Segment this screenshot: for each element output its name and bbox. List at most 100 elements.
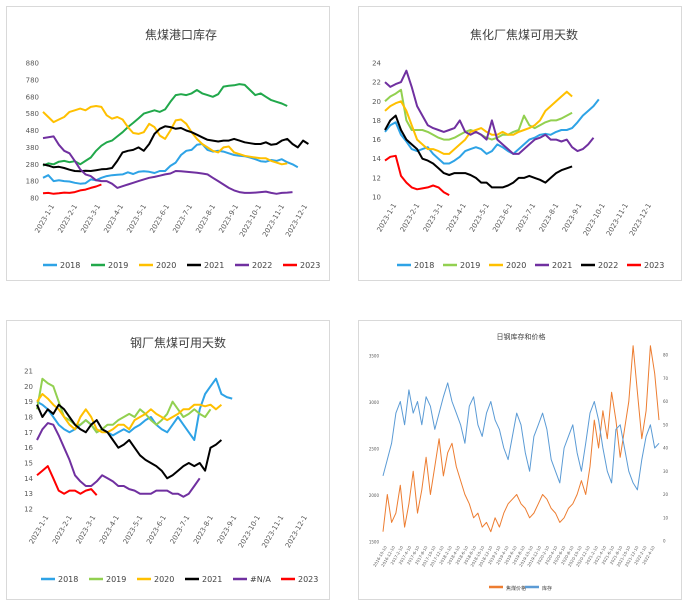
- x-tick-label: 2023-5-1: [125, 203, 148, 235]
- x-tick-label: 2023-8-1: [538, 202, 561, 234]
- x-tick-label: 2023-6-1: [148, 203, 171, 235]
- legend-label: 2022: [252, 261, 272, 270]
- x-tick-label: 2023-5-1: [122, 514, 145, 546]
- series-line-2019: [42, 83, 288, 167]
- y-tick-label: 10: [372, 194, 381, 202]
- legend-label: 2018: [60, 261, 80, 270]
- legend-label: 2021: [202, 575, 222, 584]
- x-tick-label: 2023-12-1: [284, 514, 309, 549]
- series-line-2022: [42, 135, 293, 195]
- x-tick-label: 2023-11-1: [605, 202, 630, 237]
- x-tick-label: 2023-2-1: [51, 514, 74, 546]
- x-tick-label: 2023-3-1: [75, 514, 98, 546]
- y-tick-label: 14: [372, 155, 381, 163]
- x-tick-label: 2023-11-1: [260, 514, 285, 549]
- chart-title: 日钢库存和价格: [497, 332, 546, 341]
- y-tick-label: 3500: [369, 354, 380, 359]
- y-tick-label: 280: [26, 161, 39, 169]
- y-tick-label: 380: [26, 144, 39, 152]
- series-line-2020: [36, 393, 223, 434]
- x-tick-label: 2023-11-1: [261, 203, 286, 238]
- x-tick-label: 2023-5-1: [468, 202, 491, 234]
- x-tick-label: 2023-8-1: [192, 514, 215, 546]
- legend-label: 2019: [106, 575, 126, 584]
- series-line-2023: [42, 183, 102, 195]
- y2-tick-label: 70: [663, 376, 669, 381]
- series-line-2020: [384, 90, 573, 155]
- x-tick-label: 2023-4-1: [102, 203, 125, 235]
- y2-tick-label: 0: [663, 539, 666, 544]
- x-tick-label: 2023-4-1: [98, 514, 121, 546]
- series-line-2023: [36, 465, 98, 496]
- x-tick-label: 2023-9-1: [561, 202, 584, 234]
- x-tick-label: 2023-8-1: [194, 203, 217, 235]
- x-tick-label: 2023-2-1: [399, 202, 422, 234]
- y-tick-label: 16: [24, 444, 33, 452]
- x-tick-label: 2023-4-1: [445, 202, 468, 234]
- y-tick-label: 2500: [369, 447, 380, 452]
- series-line-2018: [384, 98, 600, 165]
- legend-label: 2019: [460, 261, 480, 270]
- y2-tick-label: 10: [663, 515, 669, 520]
- legend-label: 2018: [414, 261, 434, 270]
- chart-panel-port-inventory: 焦煤港口库存 880 780 680 580 480 380 280 180 80 2023-1-1…: [6, 6, 330, 281]
- chart-svg-port-inventory: 焦煤港口库存 880 780 680 580 480 380 280 180 802023-1-1…: [26, 27, 321, 270]
- x-tick-label: 2023-1-1: [375, 202, 398, 234]
- x-tick-label: 2023-7-1: [514, 202, 537, 234]
- legend-label: 2021: [552, 261, 572, 270]
- legend-label: 2023: [298, 575, 318, 584]
- legend-label: 2020: [506, 261, 526, 270]
- y-tick-label: 15: [24, 460, 33, 468]
- legend-label: 2022: [598, 261, 618, 270]
- series-line-2021: [42, 125, 309, 173]
- y-tick-label: 24: [372, 60, 381, 68]
- series-line-#N/A: [36, 422, 201, 498]
- x-tick-label: 2023-6-1: [145, 514, 168, 546]
- x-tick-label: 2023-1-1: [28, 514, 51, 546]
- y-tick-label: 12: [372, 174, 381, 182]
- y-tick-label: 680: [26, 93, 39, 101]
- series-line-2018: [42, 143, 299, 185]
- series-line-库存: [382, 382, 660, 491]
- x-tick-label: 2023-7-1: [169, 514, 192, 546]
- series-line-2020: [42, 105, 288, 166]
- chart-panel-rigang: 日钢库存和价格 3500 3000 2500 2000 1500 80 70 60 50 40 30 2…: [358, 320, 682, 600]
- chart-svg-rigang: 日钢库存和价格 3500 3000 2500 2000 1500 80 70 60 50 40 30 2…: [369, 332, 669, 592]
- x-tick-label: 2023-12-1: [284, 203, 309, 238]
- y-tick-label: 14: [24, 475, 33, 483]
- y-tick-label: 780: [26, 76, 39, 84]
- x-tick-label: 2023-1-1: [33, 203, 56, 235]
- y-tick-label: 16: [372, 136, 381, 144]
- y-tick-label: 18: [372, 117, 381, 125]
- y-tick-label: 21: [24, 368, 33, 376]
- x-tick-label: 2023-6-1: [491, 202, 514, 234]
- x-tick-label: 2023-2-1: [56, 203, 79, 235]
- y2-tick-label: 20: [663, 492, 669, 497]
- chart-title: 钢厂焦煤可用天数: [130, 335, 226, 350]
- chart-panel-coking-days: 焦化厂焦煤可用天数 24 22 20 18 16 14 12 10 2023-1-1 2023-2-…: [358, 6, 682, 281]
- y2-tick-label: 50: [663, 422, 669, 427]
- x-tick-label: 2023-12-1: [628, 202, 653, 237]
- legend-label: #N/A: [250, 575, 271, 584]
- y-tick-label: 12: [24, 506, 33, 514]
- legend-label: 2023: [300, 261, 320, 270]
- legend-label: 2018: [58, 575, 78, 584]
- y-tick-label: 13: [24, 490, 33, 498]
- series-line-2022: [384, 114, 573, 189]
- legend-label: 2020: [154, 575, 174, 584]
- y-tick-label: 20: [372, 98, 381, 106]
- y-tick-label: 3000: [369, 400, 380, 405]
- x-tick-label: 2023-3-1: [79, 203, 102, 235]
- y-tick-label: 20: [24, 383, 33, 391]
- series-line-2018: [36, 377, 233, 441]
- x-tick-label: 2023-9-1: [217, 203, 240, 235]
- x-tick-label: 2023-10-1: [582, 202, 607, 237]
- y-tick-label: 1500: [369, 540, 380, 545]
- y2-tick-label: 40: [663, 446, 669, 451]
- series-line-2021: [384, 69, 595, 155]
- x-tick-label: 2023-3-1: [422, 202, 445, 234]
- y-tick-label: 580: [26, 110, 39, 118]
- legend-label: 2021: [204, 261, 224, 270]
